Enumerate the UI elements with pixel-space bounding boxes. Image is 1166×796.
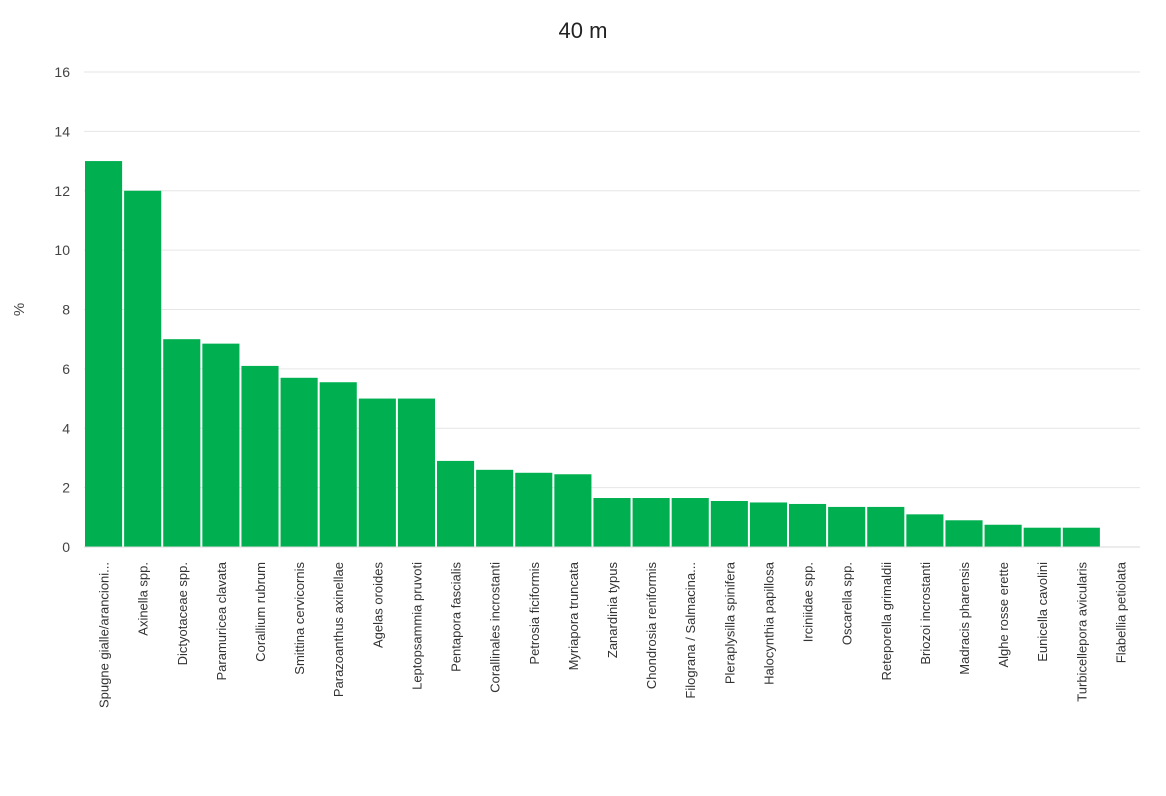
x-tick-label: Corallinales incrostanti (488, 562, 503, 693)
bar (202, 343, 240, 547)
x-tick-label: Spugne gialle/arancioni... (97, 562, 112, 708)
bar (280, 377, 318, 547)
y-tick-label: 16 (54, 64, 70, 80)
y-tick-label: 2 (62, 480, 70, 496)
bar (710, 500, 748, 547)
bar (828, 506, 866, 547)
bar (1023, 527, 1061, 547)
x-tick-label: Agelas oroides (370, 562, 385, 648)
bar (632, 498, 670, 547)
bar (124, 190, 162, 547)
x-tick-label: Filograna / Salmacina... (683, 562, 698, 699)
bars (85, 161, 1100, 547)
bar (476, 469, 514, 547)
x-tick-label: Irciniidae spp. (801, 562, 816, 642)
bar (671, 498, 709, 547)
x-tick-label: Reteporella grimaldii (879, 562, 894, 681)
y-axis-label: % (11, 303, 28, 316)
x-tick-label: Myriapora truncata (566, 561, 581, 670)
x-tick-label: Eunicella cavolini (1035, 562, 1050, 662)
bar (85, 161, 123, 547)
x-tick-label: Chondrosia reniformis (644, 562, 659, 690)
y-axis-ticks: 0 2 4 6 8 10 12 14 16 (54, 64, 70, 555)
x-tick-label: Axinella spp. (136, 562, 151, 636)
x-tick-label: Parazoanthus axinellae (331, 562, 346, 697)
bar (867, 506, 905, 547)
bar (984, 524, 1022, 547)
bar (241, 365, 279, 547)
y-tick-label: 14 (54, 123, 70, 139)
x-tick-label: Alghe rosse erette (996, 562, 1011, 668)
bar (593, 498, 631, 547)
y-tick-label: 10 (54, 242, 70, 258)
bar (906, 514, 944, 547)
bar (319, 382, 357, 547)
y-tick-label: 8 (62, 302, 70, 318)
chart-title: 40 m (558, 18, 608, 43)
bar (1062, 527, 1100, 547)
x-tick-label: Smittina cervicornis (292, 562, 307, 675)
bar (515, 472, 553, 547)
x-tick-label: Leptopsammia pruvoti (409, 562, 424, 690)
bar (437, 460, 475, 547)
y-tick-label: 12 (54, 183, 70, 199)
x-tick-label: Paramuricea clavata (214, 561, 229, 680)
y-tick-label: 4 (62, 420, 70, 436)
x-tick-label: Halocynthia papillosa (761, 561, 776, 685)
x-tick-label: Petrosia ficiformis (527, 562, 542, 665)
x-tick-label: Madracis pharensis (957, 562, 972, 675)
bar (163, 339, 201, 547)
bar (749, 502, 787, 547)
bar (789, 503, 827, 547)
x-tick-label: Oscarella spp. (840, 562, 855, 645)
x-axis-labels: Spugne gialle/arancioni... Axinella spp. D… (97, 561, 1129, 708)
x-tick-label: Pleraplysilla spinifera (722, 561, 737, 684)
y-tick-label: 0 (62, 539, 70, 555)
x-tick-label: Zanardinia typus (605, 562, 620, 659)
x-tick-label: Turbicellepora avicularis (1074, 562, 1089, 702)
bar (358, 398, 396, 547)
x-tick-label: Corallium rubrum (253, 562, 268, 662)
bar (945, 520, 983, 547)
x-tick-label: Pentapora fascialis (449, 562, 464, 672)
x-tick-label: Flabellia petiolata (1113, 561, 1128, 663)
x-tick-label: Dictyotaceae spp. (175, 562, 190, 665)
x-tick-label: Briozoi incrostanti (918, 562, 933, 665)
y-tick-label: 6 (62, 361, 70, 377)
bar (554, 474, 592, 547)
bar (397, 398, 435, 547)
